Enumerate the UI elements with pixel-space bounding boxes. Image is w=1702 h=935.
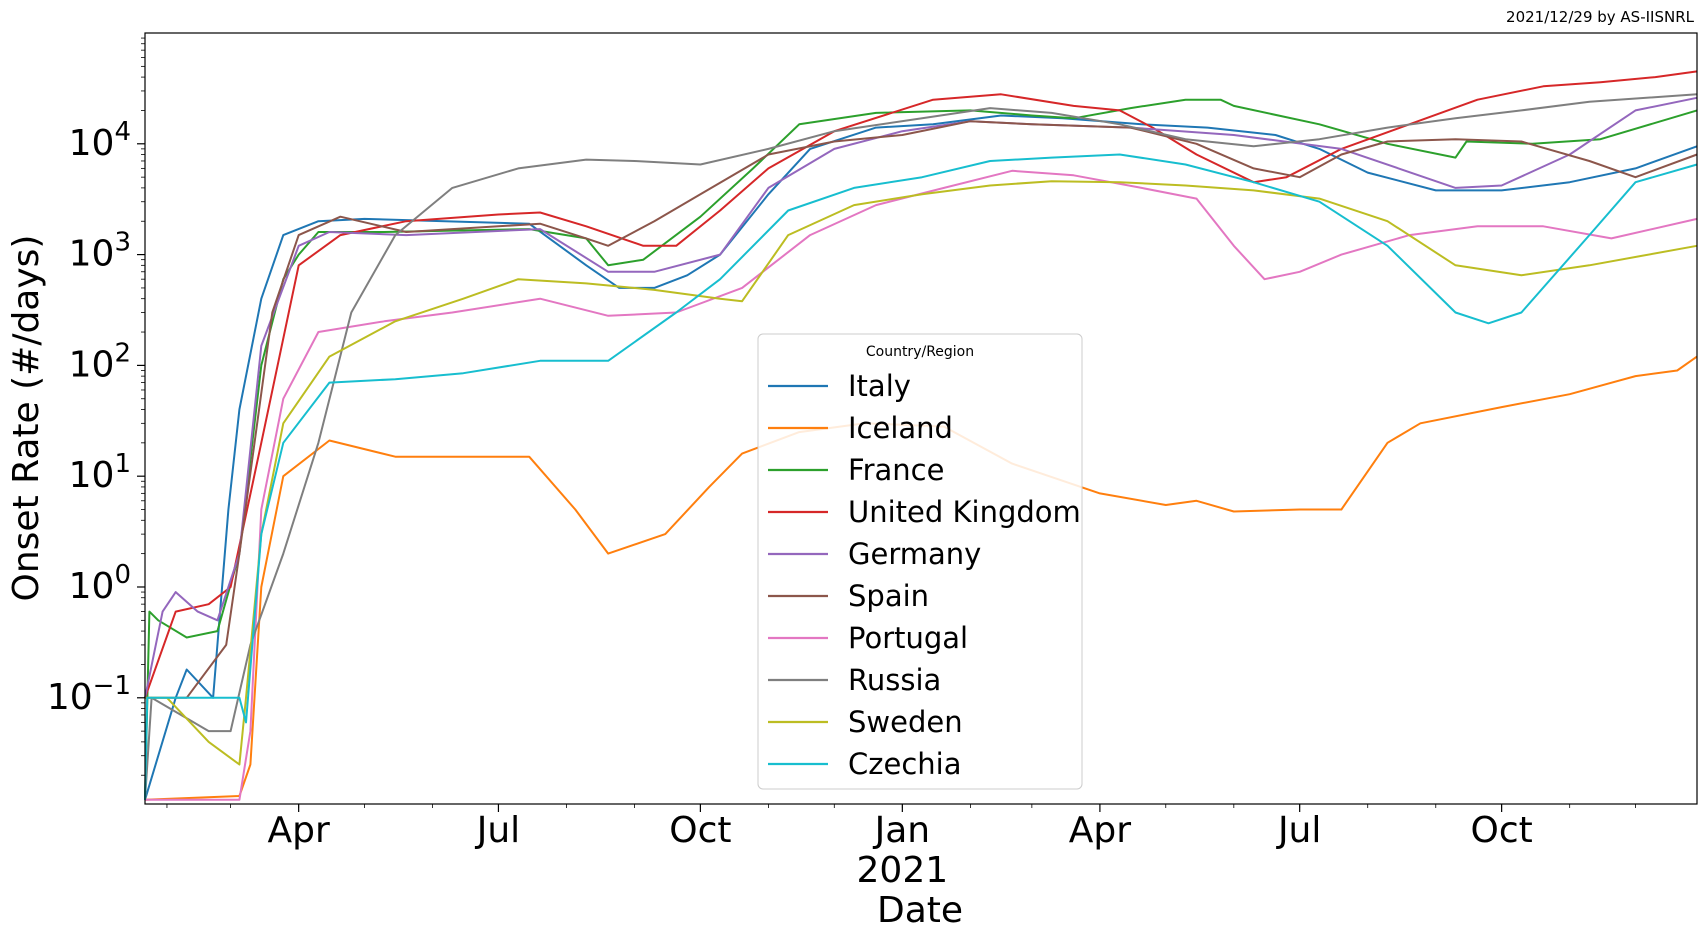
legend: Country/Region Italy Iceland France United K…	[757, 333, 1083, 790]
x-tick-label: Jan	[873, 810, 931, 851]
x-tick-label: Jul	[475, 810, 520, 851]
series-line-czechia	[144, 153, 1698, 800]
legend-label-united-kingdom: United Kingdom	[848, 495, 1081, 529]
legend-label-sweden: Sweden	[848, 705, 963, 739]
legend-label-portugal: Portugal	[848, 621, 968, 655]
x-tick-year-label: 2021	[857, 850, 949, 891]
legend-box	[757, 333, 1083, 790]
legend-label-france: France	[848, 453, 944, 487]
y-tick-label: 100	[69, 560, 131, 607]
y-axis-label: Onset Rate (#/days)	[6, 235, 47, 602]
x-tick-label: Apr	[268, 810, 330, 851]
series-line-italy	[144, 114, 1698, 801]
series-line-germany	[144, 96, 1698, 699]
y-tick-label: 102	[69, 338, 131, 385]
legend-label-spain: Spain	[848, 579, 929, 613]
legend-label-russia: Russia	[848, 663, 941, 697]
y-tick-label: 10−1	[47, 671, 131, 718]
y-tick-label: 104	[69, 117, 131, 164]
legend-label-iceland: Iceland	[848, 411, 953, 445]
x-tick-label: Apr	[1069, 810, 1131, 851]
x-tick-label: Oct	[1471, 810, 1533, 851]
x-tick-label: Jul	[1276, 810, 1321, 851]
series-layer	[144, 70, 1698, 801]
y-tick-label: 103	[69, 228, 131, 275]
legend-label-italy: Italy	[848, 369, 911, 403]
chart-corner-note: 2021/12/29 by AS-IISNRL	[1506, 8, 1694, 26]
legend-title: Country/Region	[866, 344, 974, 360]
x-axis-label: Date	[877, 890, 963, 931]
series-line-russia	[144, 93, 1698, 800]
legend-label-czechia: Czechia	[848, 747, 961, 781]
series-line-spain	[145, 120, 1698, 699]
x-tick-label: Oct	[669, 810, 731, 851]
plot-frame	[144, 32, 1698, 805]
legend-label-germany: Germany	[848, 537, 981, 571]
y-tick-label: 101	[69, 449, 131, 496]
